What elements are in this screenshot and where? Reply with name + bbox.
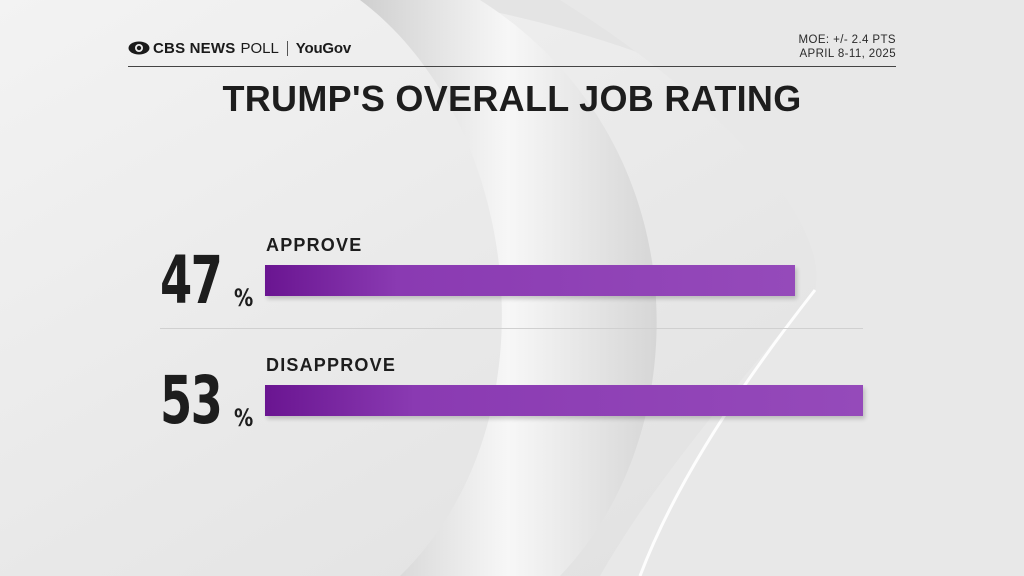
bar-label: APPROVE xyxy=(266,235,363,255)
cbs-yougov-logo: CBS NEWS POLL YouGov xyxy=(128,38,351,58)
cbs-eye-icon xyxy=(128,41,150,55)
logo-yougov: YouGov xyxy=(295,39,351,57)
chart-title: TRUMP'S OVERALL JOB RATING xyxy=(222,78,802,119)
bar-disapprove xyxy=(265,385,863,416)
poll-dates: APRIL 8-11, 2025 xyxy=(799,48,896,60)
percent-number: 47 xyxy=(160,242,223,319)
poll-meta: MOE: +/- 2.4 PTS APRIL 8-11, 2025 xyxy=(799,33,896,61)
logo-poll: POLL xyxy=(240,39,279,57)
bar-approve xyxy=(265,265,795,296)
bar-row-approve: 47% APPROVE xyxy=(160,232,880,319)
bar-row-disapprove: 53% DISAPPROVE xyxy=(160,352,880,439)
percent-number: 53 xyxy=(160,362,223,439)
header-divider xyxy=(128,66,896,67)
percent-sign: % xyxy=(234,284,254,312)
percent-value: 53% xyxy=(160,362,258,439)
logo-cbs-news: CBS NEWS xyxy=(153,39,236,57)
poll-header: CBS NEWS POLL YouGov MOE: +/- 2.4 PTS AP… xyxy=(128,28,896,66)
margin-of-error: MOE: +/- 2.4 PTS xyxy=(798,34,896,46)
bar-label: DISAPPROVE xyxy=(266,355,397,375)
percent-sign: % xyxy=(234,404,254,432)
row-divider xyxy=(160,328,863,329)
percent-value: 47% xyxy=(160,242,258,319)
logo-separator xyxy=(286,40,288,56)
